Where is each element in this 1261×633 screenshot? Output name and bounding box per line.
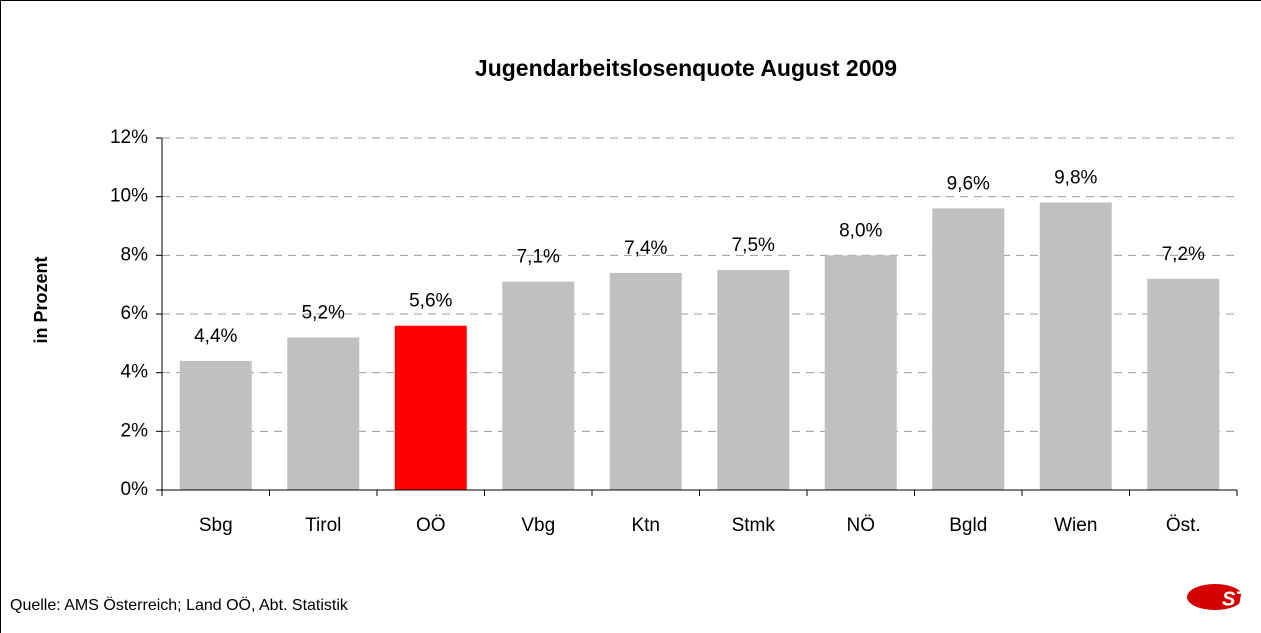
value-label: 5,6% [409, 291, 452, 312]
x-tick-label: OÖ [416, 515, 446, 536]
bar [1039, 202, 1112, 491]
value-label: 9,8% [1054, 168, 1097, 189]
logo-shape [1187, 584, 1243, 610]
y-tick-label: 8% [121, 244, 149, 265]
x-tick-label: Öst. [1166, 515, 1201, 536]
value-label: 7,4% [624, 238, 667, 259]
y-tick-label: 6% [121, 303, 149, 324]
logo: STAT [1222, 588, 1261, 610]
value-label: 7,5% [732, 235, 775, 256]
x-tick-label: Vbg [521, 515, 555, 536]
value-label: 8,0% [839, 220, 882, 241]
x-tick-label: Wien [1054, 515, 1097, 536]
bar [1147, 278, 1220, 490]
y-tick-label: 4% [121, 362, 149, 383]
value-label: 4,4% [194, 326, 237, 347]
bar [287, 337, 360, 490]
y-tick-label: 10% [110, 186, 148, 207]
bar [179, 360, 252, 490]
x-tick-label: Tirol [305, 515, 341, 536]
x-tick-label: Stmk [732, 515, 776, 536]
y-tick-label: 0% [121, 479, 149, 500]
bar [394, 325, 467, 490]
chart-title: Jugendarbeitslosenquote August 2009 [475, 55, 897, 81]
source: Quelle: AMS Österreich; Land OÖ, Abt. St… [10, 596, 349, 614]
y-tick-label: 12% [110, 127, 148, 148]
value-label: 5,2% [302, 302, 345, 323]
y-tick-label: 2% [121, 420, 149, 441]
bar [502, 281, 575, 490]
value-label: 7,1% [517, 247, 560, 268]
y-axis-label: in Prozent [31, 256, 51, 343]
x-tick-label: Sbg [199, 515, 233, 536]
value-label: 7,2% [1162, 244, 1205, 265]
bar [609, 272, 682, 490]
x-tick-label: Ktn [631, 515, 660, 536]
bar [932, 208, 1005, 490]
bar [824, 255, 897, 490]
value-label: 9,6% [947, 173, 990, 194]
bar [717, 270, 790, 490]
x-tick-label: Bgld [949, 515, 987, 536]
x-tick-label: NÖ [847, 515, 876, 536]
